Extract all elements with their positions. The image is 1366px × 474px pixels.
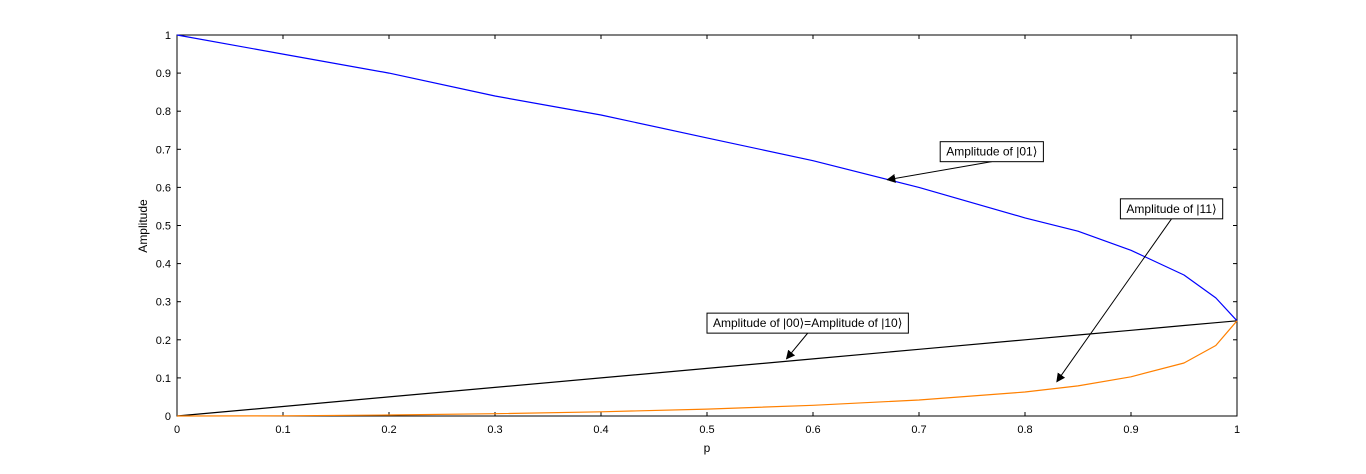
y-tick-label: 0.2 bbox=[156, 335, 171, 347]
y-tick-label: 0 bbox=[165, 411, 171, 423]
x-tick-label: 0.5 bbox=[699, 424, 714, 436]
annotation-box bbox=[706, 312, 909, 334]
annotation-box bbox=[1119, 198, 1224, 220]
y-tick-label: 0.4 bbox=[156, 259, 171, 271]
x-tick-label: 1 bbox=[1234, 424, 1240, 436]
y-tick-label: 0.5 bbox=[156, 221, 171, 233]
x-tick-label: 0.9 bbox=[1123, 424, 1138, 436]
y-tick-label: 0.6 bbox=[156, 182, 171, 194]
annotation: Amplitude of |00⟩=Amplitude of |10⟩ bbox=[706, 312, 909, 360]
plot-area bbox=[176, 34, 1238, 417]
series-layer bbox=[176, 34, 1238, 417]
y-tick-label: 0.8 bbox=[156, 106, 171, 118]
x-tick-label: 0.1 bbox=[275, 424, 290, 436]
x-tick-label: 0.6 bbox=[805, 424, 820, 436]
series-line-0 bbox=[176, 34, 1238, 322]
annotation: Amplitude of |01⟩ bbox=[886, 141, 1044, 183]
annotation-text: Amplitude of |01⟩ bbox=[946, 145, 1037, 159]
y-tick-label: 0.7 bbox=[156, 144, 171, 156]
annotation-arrow bbox=[785, 332, 809, 360]
x-tick-label: 0.7 bbox=[911, 424, 926, 436]
y-axis-label: Amplitude bbox=[136, 199, 150, 253]
x-axis-label: p bbox=[704, 441, 711, 455]
annotation: Amplitude of |11⟩ bbox=[1056, 198, 1224, 383]
annotation-text: Amplitude of |00⟩=Amplitude of |10⟩ bbox=[713, 316, 902, 330]
x-tick-label: 0 bbox=[174, 424, 180, 436]
series-line-2 bbox=[176, 320, 1238, 417]
x-tick-label: 0.8 bbox=[1017, 424, 1032, 436]
annotation-layer: Amplitude of |01⟩ Amplitude of |11⟩ Amplit… bbox=[706, 141, 1224, 383]
x-tick-label: 0.4 bbox=[593, 424, 608, 436]
annotation-arrow bbox=[1056, 218, 1172, 383]
y-tick-label: 0.1 bbox=[156, 373, 171, 385]
y-tick-label: 0.3 bbox=[156, 297, 171, 309]
y-tick-label: 1 bbox=[165, 30, 171, 42]
annotation-text: Amplitude of |11⟩ bbox=[1126, 202, 1216, 216]
y-tick-label: 0.9 bbox=[156, 68, 171, 80]
annotation-box bbox=[939, 141, 1044, 163]
annotation-arrow bbox=[886, 161, 992, 183]
series-line-1 bbox=[176, 320, 1238, 417]
axis-ticks: 0 0.1 0.2 0.3 0.4 0.5 0.6 0.7 0.8 0.9 1 0 0.1 0.2 0.3 0… bbox=[156, 30, 1240, 436]
x-tick-label: 0.2 bbox=[381, 424, 396, 436]
x-tick-label: 0.3 bbox=[487, 424, 502, 436]
